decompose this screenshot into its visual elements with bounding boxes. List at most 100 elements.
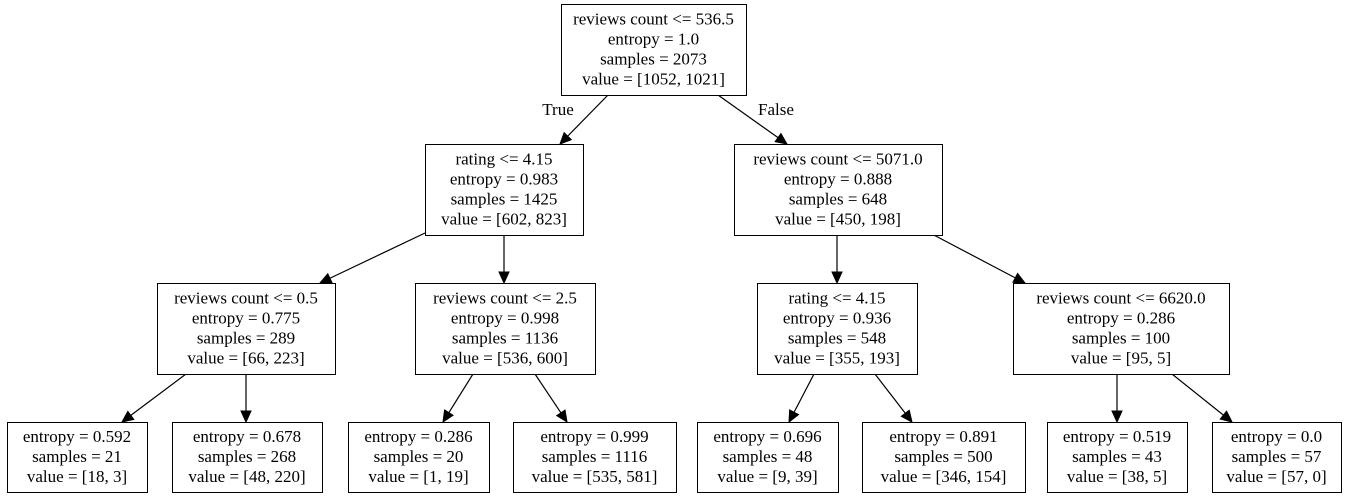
node-value-text: value = [535, 581] (532, 467, 658, 486)
node-box (1047, 422, 1188, 493)
node-condition-text: reviews count <= 6620.0 (1036, 289, 1205, 308)
node-box (734, 144, 943, 236)
node-value-text: value = [450, 198] (775, 210, 901, 229)
edge-n6-n14 (1171, 373, 1233, 423)
edge-line (534, 373, 562, 414)
edges-layer: True False (121, 94, 1233, 424)
edge-line (929, 232, 1016, 279)
arrowhead-icon (318, 272, 333, 284)
edge-n5-n12 (874, 373, 913, 423)
node-box (513, 422, 677, 493)
node-samples-text: samples = 1425 (451, 190, 558, 209)
node-value-text: value = [57, 0] (1226, 467, 1326, 486)
node-box (7, 422, 148, 493)
node-box (425, 144, 584, 236)
node-samples-text: samples = 268 (198, 447, 296, 466)
node-box (348, 422, 490, 493)
node-samples-text: samples = 20 (374, 447, 464, 466)
node-box (157, 283, 336, 375)
node-box (697, 422, 839, 493)
arrowhead-icon (442, 409, 454, 424)
node-samples-text: samples = 289 (197, 329, 295, 348)
edge-line (130, 373, 187, 416)
node-value-text: value = [48, 220] (188, 467, 305, 486)
arrowhead-icon (240, 410, 252, 424)
arrowhead-icon (121, 410, 135, 423)
node-samples-text: samples = 2073 (600, 50, 707, 69)
edge-line (793, 373, 815, 413)
node-samples-text: samples = 548 (788, 329, 886, 348)
arrowhead-icon (1111, 410, 1123, 424)
node-entropy-text: entropy = 0.286 (1067, 309, 1175, 328)
node-samples-text: samples = 100 (1072, 329, 1170, 348)
node-value-text: value = [536, 600] (442, 349, 568, 368)
edge-n3-n8 (240, 374, 252, 424)
node-entropy-text: entropy = 0.592 (23, 427, 131, 446)
node-samples-text: samples = 500 (894, 447, 992, 466)
node-box (415, 283, 596, 375)
node-entropy-text: entropy = 0.0 (1231, 427, 1322, 446)
node-entropy-text: entropy = 0.696 (713, 427, 821, 446)
node-condition-text: rating <= 4.15 (455, 150, 552, 169)
node-value-text: value = [355, 193] (774, 349, 900, 368)
edge-n2-n5 (831, 235, 843, 285)
node-box (561, 4, 747, 96)
edge-line (329, 232, 426, 279)
arrowhead-icon (774, 132, 788, 145)
edge-n4-n9 (442, 373, 474, 424)
node-value-text: value = [1052, 1021] (582, 70, 725, 89)
arrowhead-icon (1219, 410, 1233, 423)
node-condition-text: rating <= 4.15 (788, 289, 885, 308)
edge-label-false: False (758, 100, 794, 119)
node-samples-text: samples = 57 (1232, 447, 1322, 466)
edge-n0-n1: True (542, 94, 609, 145)
node-entropy-text: entropy = 0.983 (450, 170, 558, 189)
edge-n1-n3 (318, 232, 426, 284)
node-condition-text: reviews count <= 536.5 (573, 10, 734, 29)
node-condition-text: reviews count <= 0.5 (174, 289, 318, 308)
node-value-text: value = [602, 823] (441, 210, 567, 229)
node-value-text: value = [66, 223] (187, 349, 304, 368)
edge-line (448, 373, 474, 413)
node-entropy-text: entropy = 0.519 (1063, 427, 1171, 446)
edge-line (567, 94, 609, 137)
arrowhead-icon (555, 409, 568, 424)
edge-n6-n13 (1111, 374, 1123, 424)
edge-n4-n10 (534, 373, 568, 424)
node-value-text: value = [1, 19] (368, 467, 468, 486)
node-samples-text: samples = 1116 (542, 447, 648, 466)
edge-line (1171, 373, 1224, 416)
arrowhead-icon (788, 409, 800, 424)
arrowhead-icon (559, 131, 573, 145)
node-entropy-text: entropy = 0.286 (364, 427, 472, 446)
node-value-text: value = [18, 3] (27, 467, 127, 486)
edge-n5-n11 (788, 373, 815, 424)
node-entropy-text: entropy = 0.775 (192, 309, 300, 328)
node-value-text: value = [9, 39] (717, 467, 817, 486)
edge-line (874, 373, 906, 414)
node-value-text: value = [38, 5] (1067, 467, 1167, 486)
node-entropy-text: entropy = 0.999 (540, 427, 648, 446)
arrowhead-icon (900, 409, 913, 423)
arrowhead-icon (1012, 272, 1027, 284)
node-condition-text: reviews count <= 5071.0 (753, 150, 922, 169)
edge-n0-n2: False (717, 94, 794, 145)
node-samples-text: samples = 1136 (452, 329, 558, 348)
arrowhead-icon (831, 271, 843, 285)
